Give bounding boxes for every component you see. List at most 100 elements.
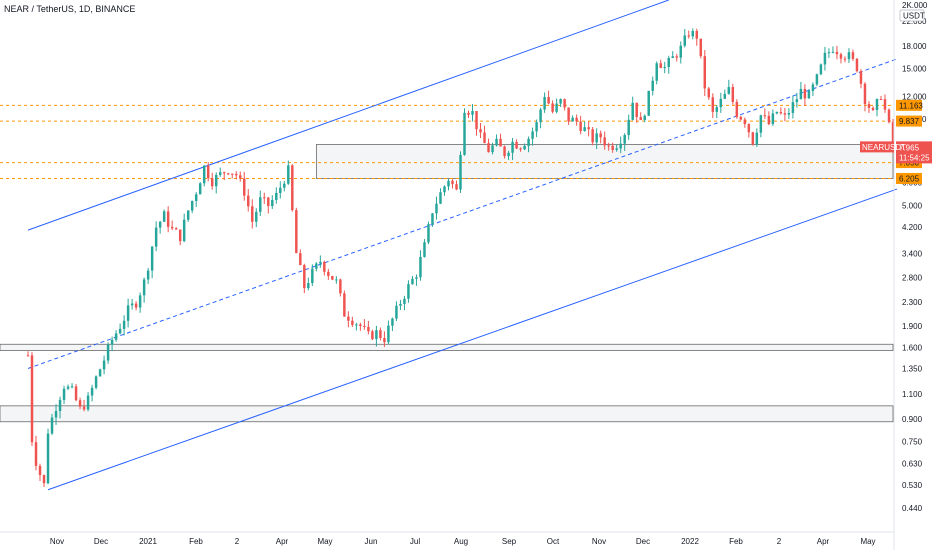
candle-body <box>867 104 871 108</box>
candle-body <box>471 111 474 115</box>
candle-body <box>58 399 62 412</box>
unit-label: USDT <box>903 12 925 21</box>
x-tick-label: Oct <box>547 537 560 546</box>
candle-body <box>647 90 650 116</box>
candle-body <box>667 57 670 67</box>
candle-body <box>579 121 582 132</box>
candle-body <box>110 339 114 345</box>
candle-body <box>495 138 498 146</box>
x-tick-label: 2021 <box>139 537 157 546</box>
candle-body <box>823 52 827 65</box>
candle-body <box>66 386 70 389</box>
y-tick-label: 2.800 <box>902 274 923 283</box>
candle-body <box>315 263 318 269</box>
candle-body <box>675 56 678 58</box>
x-tick-label: Jun <box>365 537 378 546</box>
candle-body <box>839 54 843 59</box>
candle-body <box>186 210 190 220</box>
candle-body <box>507 152 510 157</box>
candle-body <box>283 183 286 188</box>
candle-body <box>491 145 494 153</box>
candle-body <box>138 295 142 308</box>
candle-body <box>551 103 554 112</box>
candle-body <box>447 180 450 187</box>
candle-body <box>94 376 98 388</box>
candle-body <box>727 87 731 94</box>
candle-body <box>54 411 58 418</box>
candle-body <box>82 406 86 410</box>
y-tick-label: 0.750 <box>902 438 923 447</box>
candle-body <box>403 298 406 304</box>
symbol-tag-label: NEARUSDT <box>862 143 906 152</box>
candle-body <box>859 71 863 84</box>
candle-body <box>599 133 602 138</box>
candle-body <box>162 211 166 222</box>
y-tick-label: 0.440 <box>902 504 923 513</box>
candle-body <box>695 30 699 39</box>
y-tick-label: 1.350 <box>902 364 923 373</box>
candle-body <box>623 135 626 144</box>
x-tick-label: Feb <box>189 537 203 546</box>
candle-body <box>719 98 723 108</box>
candle-body <box>687 35 690 37</box>
candle-body <box>251 206 254 222</box>
candle-body <box>759 115 763 133</box>
candle-body <box>607 145 610 147</box>
candle-body <box>443 186 446 193</box>
candle-body <box>291 165 294 211</box>
candle-body <box>835 51 839 55</box>
candle-body <box>263 197 266 199</box>
candle-body <box>887 109 891 123</box>
candle-body <box>543 97 546 110</box>
symbol-tag <box>860 141 894 153</box>
candle-body <box>62 388 66 400</box>
candle-body <box>98 369 102 377</box>
candle-body <box>26 355 30 357</box>
candle-body <box>659 63 662 68</box>
x-tick-label: Dec <box>94 537 108 546</box>
candle-body <box>154 227 158 247</box>
y-tick-label: 4.200 <box>902 223 923 232</box>
candle-body <box>627 119 630 136</box>
candle-body <box>202 165 206 184</box>
candle-body <box>218 172 222 175</box>
candle-body <box>631 102 634 120</box>
x-tick-label: Nov <box>50 537 64 546</box>
y-tick-label: 5.000 <box>902 201 923 210</box>
candle-body <box>655 63 658 81</box>
candle-body <box>755 132 759 145</box>
candle-body <box>863 83 867 105</box>
candle-body <box>619 143 622 149</box>
candle-body <box>583 127 586 132</box>
x-tick-label: 2 <box>777 537 782 546</box>
scale-top-label: 2K.000 <box>902 1 928 10</box>
y-tick-label: 0.900 <box>902 415 923 424</box>
candle-body <box>851 52 855 59</box>
x-tick-label: Jul <box>410 537 420 546</box>
candle-body <box>206 165 210 179</box>
candle-body <box>391 318 394 326</box>
level-tag <box>896 99 922 111</box>
candle-body <box>30 355 34 443</box>
candle-body <box>571 117 574 122</box>
candle-body <box>78 400 82 407</box>
candle-body <box>455 184 458 190</box>
candle-body <box>611 145 614 150</box>
candle-body <box>299 253 302 266</box>
y-tick-label: 1.900 <box>902 322 923 331</box>
candle-body <box>174 228 178 230</box>
candle-body <box>511 141 514 153</box>
candle-body <box>363 325 366 327</box>
candle-body <box>547 97 550 104</box>
candle-body <box>435 203 438 214</box>
candle-body <box>679 45 682 58</box>
candle-body <box>295 210 298 254</box>
candle-body <box>182 219 186 242</box>
candle-body <box>751 132 755 145</box>
candle-body <box>523 145 526 150</box>
candle-body <box>559 99 562 104</box>
candle-body <box>367 326 370 332</box>
candle-body <box>279 187 282 194</box>
